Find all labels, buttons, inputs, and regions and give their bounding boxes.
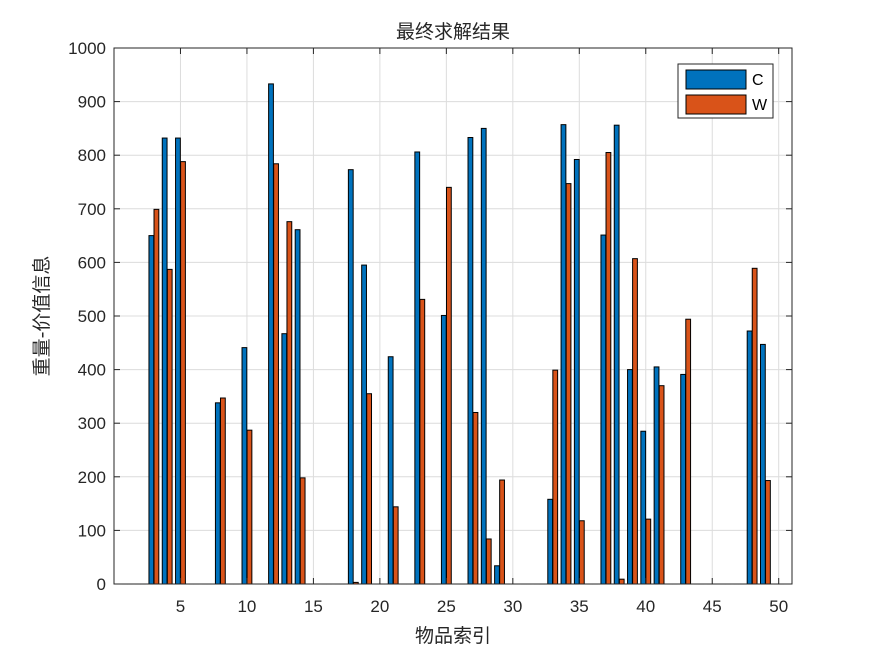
bar-c-item-25	[440, 314, 447, 585]
y-tick-labels: 0 100 200 300 400 500 600 700 800 900 1000	[68, 39, 106, 594]
y-tick-label: 900	[78, 93, 106, 112]
bar-w-item-13	[286, 221, 293, 585]
bar-c-item-14	[294, 229, 301, 585]
bar-c-item-29	[494, 565, 500, 585]
bar-w-item-29	[499, 479, 505, 585]
bar-c-item-39	[627, 369, 633, 585]
y-axis-label: 重量-价值信息	[31, 256, 53, 377]
bar-w-item-28	[485, 538, 492, 585]
bar-c-item-13	[281, 333, 288, 585]
x-tick-label: 35	[570, 597, 589, 616]
x-tick-labels: 5 10 15 20 25 30 35 40 45 50	[176, 597, 788, 616]
bar-c-item-34	[560, 124, 567, 585]
bar-w-item-21	[392, 506, 399, 585]
bar-c-item-38	[613, 124, 620, 585]
bar-c-item-49	[759, 343, 766, 585]
bar-c-item-19	[361, 264, 367, 585]
x-axis-label: 物品索引	[415, 625, 491, 647]
bar-w-item-49	[765, 480, 771, 585]
x-tick-label: 10	[237, 597, 256, 616]
bar-w-item-38	[618, 578, 625, 585]
y-tick-label: 200	[78, 468, 106, 487]
bar-c-item-8	[214, 402, 221, 585]
bar-w-item-23	[419, 298, 426, 585]
bar-w-item-40	[645, 518, 652, 585]
legend[interactable]: C W	[677, 63, 774, 119]
bar-w-item-25	[445, 186, 452, 585]
bar-w-item-3	[153, 208, 160, 585]
bar-c-item-48	[746, 330, 753, 585]
y-tick-label: 500	[78, 307, 106, 326]
bar-w-item-8	[219, 397, 226, 585]
chart-title: 最终求解结果	[396, 21, 510, 43]
bar-c-item-4	[161, 137, 168, 585]
bar-w-item-43	[685, 318, 692, 585]
bar-w-item-41	[658, 385, 665, 585]
legend-label-c: C	[752, 72, 764, 89]
bar-c-item-5	[175, 137, 181, 585]
bar-c-item-41	[653, 366, 660, 585]
bar-c-item-21	[387, 356, 394, 585]
x-tick-label: 5	[176, 597, 185, 616]
bar-c-item-40	[640, 430, 647, 585]
bar-c-item-27	[467, 137, 474, 585]
y-tick-label: 700	[78, 200, 106, 219]
x-tick-label: 20	[370, 597, 389, 616]
y-tick-label: 800	[78, 146, 106, 165]
bar-w-item-39	[632, 258, 638, 585]
x-tick-label: 15	[304, 597, 323, 616]
bar-c-item-10	[241, 347, 248, 585]
bar-w-item-14	[299, 477, 306, 585]
bar-w-item-12	[273, 163, 279, 585]
bar-c-item-23	[414, 151, 421, 585]
bar-c-item-37	[600, 234, 607, 585]
y-tick-label: 300	[78, 414, 106, 433]
bar-w-item-10	[246, 429, 253, 585]
bar-w-item-4	[166, 268, 173, 585]
legend-swatch-w	[685, 94, 747, 115]
x-tick-label: 30	[503, 597, 522, 616]
bar-w-item-27	[472, 411, 479, 585]
ticks	[114, 47, 792, 585]
bar-w-item-35	[578, 520, 585, 585]
y-tick-label: 400	[78, 361, 106, 380]
y-tick-label: 100	[78, 521, 106, 540]
bar-c-item-18	[347, 169, 354, 585]
y-tick-label: 600	[78, 253, 106, 272]
bar-w-item-19	[366, 393, 373, 585]
x-tick-label: 40	[636, 597, 655, 616]
legend-label-w: W	[752, 97, 768, 114]
bar-w-item-5	[180, 161, 186, 585]
bar-c-item-33	[547, 498, 554, 585]
bar-c-item-12	[268, 83, 274, 585]
bar-w-item-33	[552, 369, 559, 585]
bar-w-item-48	[751, 267, 758, 585]
bar-c-item-43	[680, 373, 687, 585]
y-tick-label: 0	[97, 575, 106, 594]
x-tick-label: 25	[437, 597, 456, 616]
bar-w-item-34	[565, 183, 572, 585]
bar-c-item-28	[480, 127, 487, 585]
x-tick-label: 45	[703, 597, 722, 616]
x-tick-label: 50	[769, 597, 788, 616]
bar-c-item-35	[573, 158, 580, 585]
bar-c-item-3	[148, 235, 155, 585]
y-tick-label: 1000	[68, 39, 106, 58]
bar-w-item-37	[605, 152, 612, 585]
legend-swatch-c	[685, 69, 747, 90]
